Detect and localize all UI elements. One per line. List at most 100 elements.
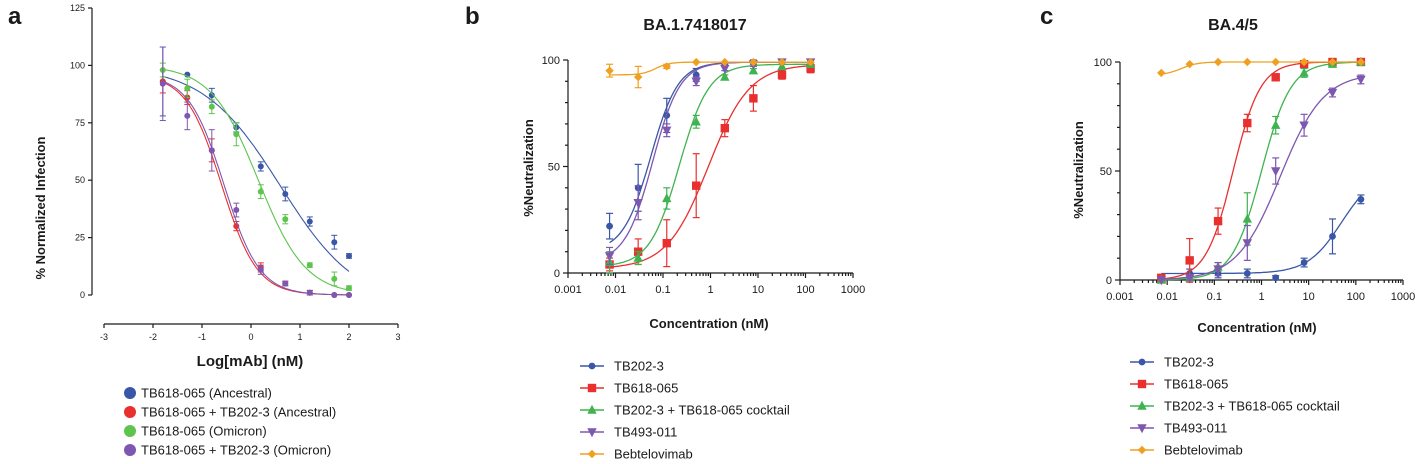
legend-b-swatch xyxy=(587,449,597,459)
panel-c-fit-curve xyxy=(1161,77,1362,280)
panel-b-ytick-label: 0 xyxy=(554,268,560,280)
panel-a-fit-curve xyxy=(162,68,350,291)
panel-b-point xyxy=(662,193,672,203)
panel-a-ytick-label: 50 xyxy=(75,175,85,185)
panel-a-ylabel: % Normalized Infection xyxy=(33,136,48,279)
panel-a-ytick-label: 100 xyxy=(70,60,85,70)
panel-c-point xyxy=(1299,67,1309,77)
panel-c-xtick-label: 10 xyxy=(1303,291,1315,303)
panel-b-point xyxy=(806,57,815,67)
panel-b-fit-curve xyxy=(609,61,811,76)
panel-c-point xyxy=(1272,274,1280,282)
panel-c-point xyxy=(1243,57,1252,67)
legend-c-swatch xyxy=(1137,424,1147,434)
panel-c-point xyxy=(1271,73,1280,82)
legend-c-swatch xyxy=(1137,400,1147,410)
panel-c-legend: TB202-3 TB618-065 TB202-3 + TB618-065 cock… xyxy=(1130,355,1340,458)
panel-b-point xyxy=(691,77,701,87)
panel-b-xtick-label: 0.01 xyxy=(605,284,626,296)
panel-a-point xyxy=(184,112,191,119)
panel-c-point xyxy=(1213,57,1223,67)
panel-c-xtick-label: 1000 xyxy=(1391,291,1415,303)
panel-c-xtick-label: 100 xyxy=(1347,291,1365,303)
panel-c-point xyxy=(1329,233,1336,240)
legend-a-label: TB618-065 + TB202-3 (Ancestral) xyxy=(141,405,336,420)
panel-a-plot: 0 25 50 75 100 125 -3 -2 -1 0 1 2 3 xyxy=(70,3,401,342)
panel-c-point xyxy=(1185,256,1194,265)
legend-b-swatch xyxy=(587,428,597,438)
panel-b-fit-curve xyxy=(609,61,811,244)
legend-a-swatch xyxy=(124,387,136,399)
legend-c-label: TB202-3 + TB618-065 cocktail xyxy=(1164,399,1340,414)
panel-c-point xyxy=(1327,88,1338,98)
legend-b-label: TB202-3 xyxy=(614,359,664,374)
panel-b-point xyxy=(633,199,643,208)
legend-b-label: TB202-3 + TB618-065 cocktail xyxy=(614,403,790,418)
panel-a-point xyxy=(306,289,313,296)
panel-a-xtick-label: 2 xyxy=(346,332,351,342)
panel-a-point xyxy=(233,131,240,138)
panel-c-fit-curve xyxy=(1161,61,1361,75)
panel-a-point xyxy=(331,292,338,298)
panel-c-point xyxy=(1184,274,1195,284)
panel-b-point xyxy=(777,57,787,67)
panel-c-xtick-label: 0.001 xyxy=(1106,291,1134,303)
panel-c-point xyxy=(1356,57,1366,67)
panel-c-point xyxy=(1156,276,1166,286)
panel-b-point xyxy=(777,70,787,80)
panel-c-title: BA.4/5 xyxy=(1208,17,1258,34)
panel-a-point xyxy=(331,275,338,282)
panel-c-ytick-label: 100 xyxy=(1094,57,1112,69)
panel-b-xtick-label: 0.001 xyxy=(554,284,582,296)
panel-b-point xyxy=(633,252,643,262)
panel-a-xtick-label: 3 xyxy=(395,332,400,342)
panel-c-point xyxy=(1300,259,1308,266)
legend-b-swatch xyxy=(587,404,597,414)
panel-c-point xyxy=(1299,121,1309,131)
panel-b-fit-curve xyxy=(609,65,811,268)
legend-a-label: TB618-065 + TB202-3 (Omicron) xyxy=(141,443,331,458)
legend-a-label: TB618-065 (Ancestral) xyxy=(141,386,272,401)
panel-c-xtick-label: 0.01 xyxy=(1156,291,1177,303)
legend-b-label: Bebtelovimab xyxy=(614,447,693,462)
panel-b-xtick-label: 100 xyxy=(796,284,814,296)
panel-a-point xyxy=(159,80,166,87)
panel-a-ytick-label: 25 xyxy=(75,233,85,243)
legend-c-swatch xyxy=(1137,445,1147,455)
panel-b-xtick-label: 10 xyxy=(752,284,764,296)
panel-letter-b: b xyxy=(465,3,480,30)
panel-a-xtick-label: -2 xyxy=(149,332,157,342)
legend-b-label: TB493-011 xyxy=(614,425,677,440)
panel-c-point xyxy=(1242,213,1253,223)
panel-b-point xyxy=(604,252,615,262)
panel-a-point xyxy=(306,262,313,269)
legend-a-swatch xyxy=(124,406,136,418)
panel-b-fit-curve xyxy=(609,61,811,255)
panel-c-point xyxy=(1299,57,1309,67)
panel-b-point xyxy=(720,64,730,74)
panel-c-point xyxy=(1356,75,1366,85)
panel-b-point xyxy=(633,72,643,82)
legend-b-swatch xyxy=(587,383,597,393)
panel-c-ytick-label: 50 xyxy=(1100,166,1112,178)
panel-b-xtick-label: 1 xyxy=(707,284,713,296)
panel-b-ylabel: %Neutralization xyxy=(521,119,536,217)
panel-a-point xyxy=(331,239,338,246)
panel-b-point xyxy=(720,123,729,133)
panel-c-point xyxy=(1185,59,1194,69)
panel-b-point xyxy=(692,181,701,190)
panel-b-point xyxy=(691,116,701,126)
panel-a-point xyxy=(346,252,352,259)
panel-a-point xyxy=(346,292,352,298)
panel-b-point xyxy=(692,57,701,67)
panel-c-point xyxy=(1270,120,1281,129)
panel-c-point xyxy=(1357,195,1365,203)
panel-b-point xyxy=(720,57,729,67)
panel-a-ytick-label: 125 xyxy=(70,3,85,13)
panel-a-point xyxy=(282,190,289,197)
panel-a-xtick-label: -1 xyxy=(198,332,206,342)
panel-a-xlabel: Log[mAb] (nM) xyxy=(197,353,304,370)
legend-c-swatch xyxy=(1137,379,1147,389)
panel-a-point xyxy=(233,207,240,214)
